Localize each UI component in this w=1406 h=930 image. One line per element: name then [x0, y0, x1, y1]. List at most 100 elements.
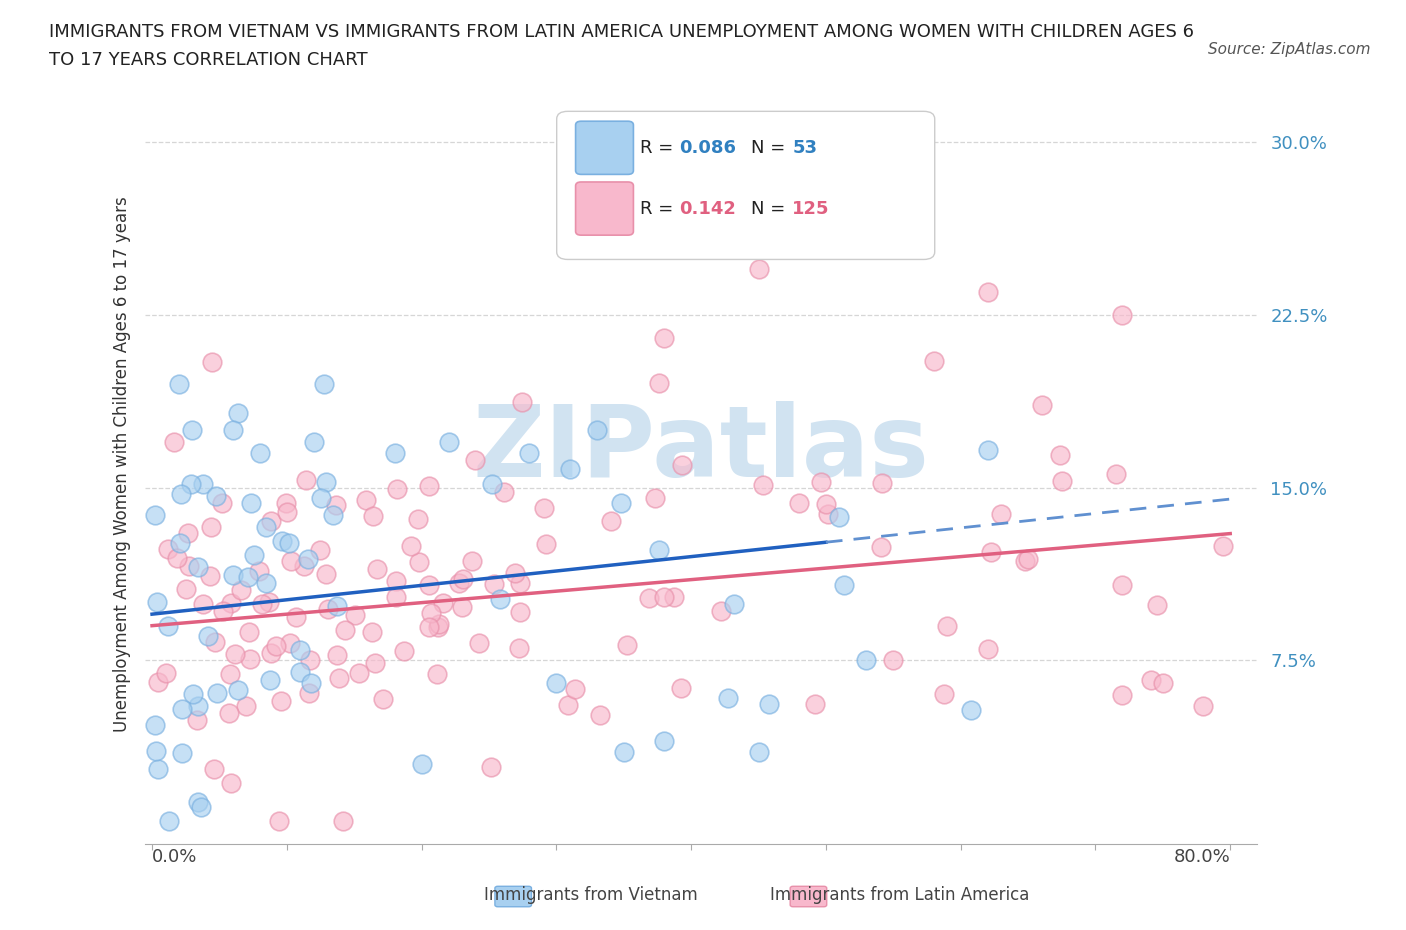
Point	[259, 645, 281, 660]
Point	[180, 477, 202, 492]
Point	[585, 422, 607, 437]
Point	[654, 590, 676, 604]
Point	[292, 559, 315, 574]
Text: Source: ZipAtlas.com: Source: ZipAtlas.com	[1208, 42, 1371, 57]
Point	[224, 646, 246, 661]
Point	[322, 508, 344, 523]
Point	[934, 686, 956, 701]
Point	[288, 665, 311, 680]
Point	[1111, 687, 1133, 702]
Point	[804, 696, 827, 711]
Text: 0.142: 0.142	[679, 200, 735, 218]
Point	[235, 699, 257, 714]
Point	[787, 496, 810, 511]
Point	[392, 644, 415, 658]
Point	[249, 445, 271, 460]
Point	[309, 491, 332, 506]
Point	[276, 505, 298, 520]
Text: Immigrants from Vietnam: Immigrants from Vietnam	[484, 885, 697, 904]
Point	[519, 445, 541, 460]
Point	[326, 647, 349, 662]
Point	[299, 676, 322, 691]
Point	[326, 598, 349, 613]
Point	[157, 541, 180, 556]
FancyBboxPatch shape	[495, 886, 531, 907]
Point	[219, 595, 242, 610]
Point	[935, 618, 957, 633]
Point	[399, 538, 422, 553]
Point	[172, 746, 194, 761]
Point	[613, 745, 636, 760]
Point	[870, 539, 893, 554]
Point	[959, 702, 981, 717]
Point	[325, 498, 347, 512]
Text: R =: R =	[640, 200, 673, 218]
Point	[285, 609, 308, 624]
Point	[145, 717, 167, 732]
Point	[254, 576, 277, 591]
Point	[280, 553, 302, 568]
Point	[418, 619, 440, 634]
Text: IMMIGRANTS FROM VIETNAM VS IMMIGRANTS FROM LATIN AMERICA UNEMPLOYMENT AMONG WOME: IMMIGRANTS FROM VIETNAM VS IMMIGRANTS FR…	[49, 23, 1194, 41]
Point	[710, 604, 733, 618]
Point	[408, 512, 430, 526]
Point	[489, 591, 512, 606]
Point	[589, 708, 612, 723]
Point	[1111, 308, 1133, 323]
Point	[363, 509, 385, 524]
Point	[254, 520, 277, 535]
Point	[747, 261, 769, 276]
Point	[447, 576, 470, 591]
Point	[146, 594, 169, 609]
Point	[335, 623, 357, 638]
Point	[211, 604, 233, 618]
Point	[364, 655, 387, 670]
Point	[202, 762, 225, 777]
Point	[976, 285, 998, 299]
Point	[1192, 698, 1215, 713]
Point	[429, 617, 451, 631]
Point	[274, 496, 297, 511]
Point	[356, 492, 378, 507]
Point	[239, 651, 262, 666]
FancyBboxPatch shape	[557, 112, 935, 259]
Point	[1014, 554, 1036, 569]
Point	[534, 537, 557, 551]
Point	[229, 582, 252, 597]
Point	[238, 625, 260, 640]
Point	[155, 666, 177, 681]
Point	[717, 691, 740, 706]
Point	[316, 602, 339, 617]
Point	[343, 607, 366, 622]
Point	[271, 534, 294, 549]
Text: 0.086: 0.086	[679, 139, 735, 157]
Point	[145, 508, 167, 523]
Point	[385, 482, 408, 497]
Point	[332, 814, 354, 829]
Point	[464, 453, 486, 468]
Point	[226, 682, 249, 697]
Point	[832, 578, 855, 592]
Point	[288, 642, 311, 657]
Point	[882, 653, 904, 668]
Point	[980, 544, 1002, 559]
Text: ZIPatlas: ZIPatlas	[472, 401, 929, 498]
Point	[1212, 538, 1234, 553]
Point	[610, 496, 633, 511]
Point	[1105, 467, 1128, 482]
Point	[814, 497, 837, 512]
Point	[560, 461, 582, 476]
Point	[243, 548, 266, 563]
Point	[509, 605, 531, 620]
Text: R =: R =	[640, 139, 673, 157]
Point	[1146, 598, 1168, 613]
Point	[250, 596, 273, 611]
Point	[315, 566, 337, 581]
Point	[211, 496, 233, 511]
Point	[599, 513, 621, 528]
Point	[505, 565, 527, 580]
Point	[482, 577, 505, 591]
Point	[247, 564, 270, 578]
Point	[278, 536, 301, 551]
Text: N =: N =	[751, 139, 786, 157]
